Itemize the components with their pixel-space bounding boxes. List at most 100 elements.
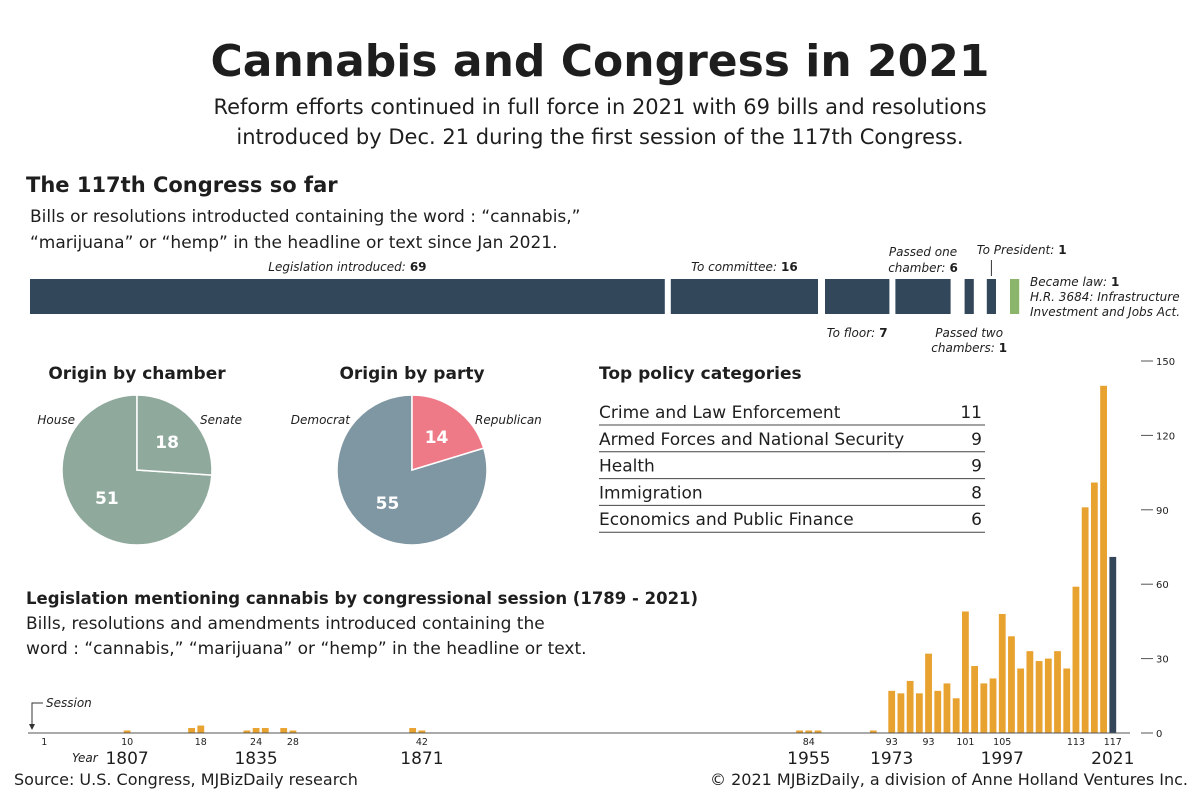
stage-bar: [30, 279, 665, 314]
y-tick-label: 60: [1156, 580, 1169, 591]
table-cell-name: Health: [599, 457, 655, 477]
y-tick-label: 150: [1156, 357, 1175, 368]
y-tick-label: 90: [1156, 506, 1169, 517]
stage-label: To President: 1: [977, 243, 1067, 257]
bar: [888, 690, 896, 733]
bar: [261, 728, 269, 733]
stage-name: To floor:: [827, 326, 875, 340]
bar: [1008, 636, 1015, 733]
stage-value: 6: [949, 261, 957, 275]
session-arrow: [31, 702, 43, 726]
stage-bar: [1010, 279, 1020, 314]
bar: [243, 730, 251, 733]
bar: [1090, 482, 1098, 733]
stage-name: To committee:: [691, 260, 777, 274]
stage-name: Passed one: [889, 245, 957, 259]
bar: [897, 693, 905, 733]
source-note: Source: U.S. Congress, MJBizDaily resear…: [14, 770, 358, 789]
year-tick-label: 1997: [981, 749, 1024, 769]
table-cell-name: Immigration: [599, 483, 703, 503]
x-tick-label: 113: [1067, 737, 1085, 748]
pie-category-label: Senate: [200, 413, 242, 427]
pie-category-label: House: [37, 413, 75, 427]
bar: [280, 728, 288, 733]
x-tick-label: 117: [1104, 737, 1122, 748]
stage-name: Passed two: [935, 326, 1003, 340]
table-cell-value: 8: [971, 483, 982, 503]
stage-label: Passed two: [935, 326, 1003, 340]
bar: [1054, 651, 1061, 733]
stage-note: Investment and Jobs Act.: [1030, 305, 1180, 319]
stage-label: Became law: 1: [1030, 275, 1119, 289]
pie-slice: [411, 394, 485, 472]
table-cell-value: 9: [971, 457, 982, 477]
subtitle-line: introduced by Dec. 21 during the first s…: [236, 125, 963, 149]
x-tick-label: 101: [956, 737, 974, 748]
table-cell-name: Crime and Law Enforcement: [599, 403, 841, 423]
table-title: Top policy categories: [599, 364, 802, 384]
bar: [289, 730, 297, 733]
stage-bar: [825, 279, 890, 314]
bar: [998, 613, 1006, 733]
year-tick-label: 1807: [105, 749, 148, 769]
y-tick-label: 120: [1156, 431, 1175, 442]
table-cell-value: 6: [971, 510, 982, 530]
pie-value-label: 51: [95, 489, 119, 509]
x-tick-label: 1: [41, 737, 47, 748]
pie-title: Origin by chamber: [48, 364, 226, 384]
chart-subtitle: Bills, resolutions and amendments introd…: [26, 614, 545, 634]
section-description: “marijuana” or “hemp” in the headline or…: [30, 233, 558, 253]
pie-category-label: Republican: [475, 413, 542, 427]
pie-value-label: 18: [155, 433, 179, 453]
bar: [796, 730, 803, 733]
stage-label: To floor: 7: [827, 326, 888, 340]
stage-bar: [964, 279, 974, 314]
bar: [980, 683, 988, 733]
section-title: The 117th Congress so far: [26, 173, 338, 197]
year-tick-label: 1955: [787, 749, 830, 769]
stage-value: 1: [999, 341, 1007, 355]
year-tick-label: 1835: [234, 749, 277, 769]
stage-value: 16: [781, 260, 798, 274]
pie-value-label: 14: [425, 428, 449, 448]
stage-value: 1: [1058, 243, 1066, 257]
stage-label: Legislation introduced: 69: [268, 260, 426, 274]
table-cell-value: 9: [971, 430, 982, 450]
stage-value: 69: [410, 260, 427, 274]
bar: [409, 728, 417, 733]
bar: [925, 653, 932, 733]
table-cell-name: Armed Forces and National Security: [599, 430, 904, 450]
subtitle-line: Reform efforts continued in full force i…: [213, 95, 986, 119]
x-tick-label: 93: [886, 737, 898, 748]
session-arrow-head: [29, 724, 35, 730]
stage-label: To committee: 16: [691, 260, 798, 274]
bar: [805, 730, 813, 733]
stage-name: chamber:: [888, 261, 945, 275]
stage-name: To President:: [977, 243, 1055, 257]
y-tick-label: 30: [1156, 655, 1169, 666]
x-tick-label: 93: [923, 737, 935, 748]
table-cell-name: Economics and Public Finance: [599, 510, 854, 530]
bar: [906, 680, 914, 733]
section-description: Bills or resolutions introducted contain…: [30, 207, 581, 227]
stage-note: H.R. 3684: Infrastructure: [1030, 290, 1180, 304]
bar: [814, 730, 822, 733]
bar: [188, 728, 196, 733]
y-tick-label: 0: [1156, 729, 1162, 740]
bar: [971, 666, 979, 733]
bar: [197, 725, 205, 733]
bar: [252, 728, 260, 733]
stage-label: chambers: 1: [931, 341, 1007, 355]
x-tick-label: 24: [250, 737, 262, 748]
bar: [1044, 658, 1052, 733]
bar: [1072, 586, 1080, 733]
bar: [1100, 385, 1107, 733]
bar: [869, 730, 877, 733]
main-title: Cannabis and Congress in 2021: [210, 36, 989, 87]
session-axis-label: Session: [46, 696, 92, 710]
bar: [961, 611, 969, 733]
bar: [934, 690, 942, 733]
chart-subtitle: word : “cannabis,” “marijuana” or “hemp”…: [26, 639, 587, 659]
stage-bar: [895, 279, 951, 314]
